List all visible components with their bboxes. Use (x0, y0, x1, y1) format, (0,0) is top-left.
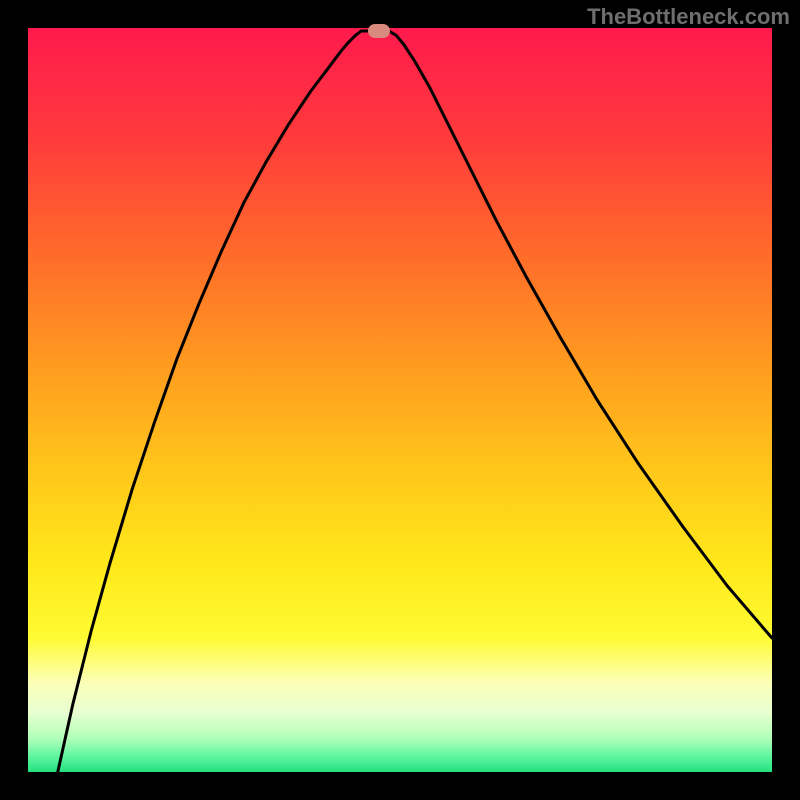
curve-svg (28, 28, 772, 772)
chart-container: TheBottleneck.com (0, 0, 800, 800)
point-marker (368, 24, 390, 38)
plot-area (28, 28, 772, 772)
watermark-text: TheBottleneck.com (587, 4, 790, 30)
bottleneck-curve (58, 31, 772, 772)
